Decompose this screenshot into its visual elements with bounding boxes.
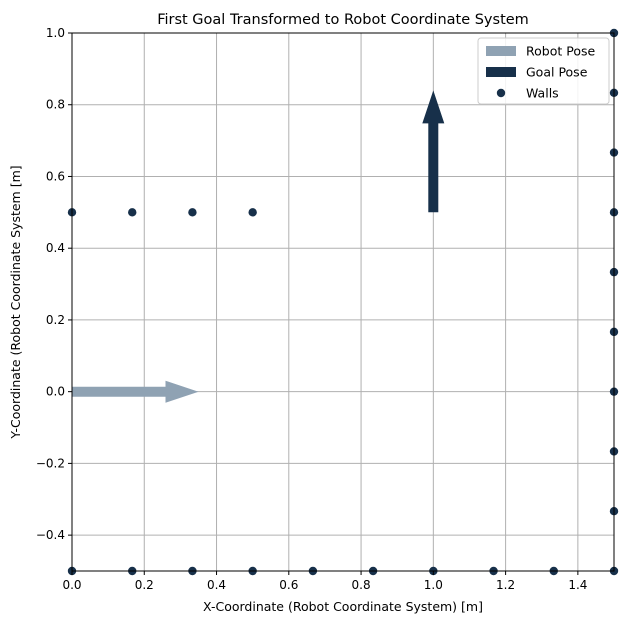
y-tick-label: 0.2 (46, 313, 65, 327)
x-tick-label: 0.8 (352, 578, 371, 592)
legend-swatch (486, 46, 516, 56)
wall-point (248, 208, 257, 217)
grid (71, 32, 614, 571)
x-tick-label: 1.0 (424, 578, 443, 592)
wall-point (188, 208, 197, 217)
plot-frame (71, 32, 615, 572)
y-tick-label: 1.0 (46, 26, 65, 40)
chart-title: First Goal Transformed to Robot Coordina… (157, 12, 529, 28)
y-axis-label: Y-Coordinate (Robot Coordinate System [m… (8, 165, 23, 439)
legend-swatch (486, 67, 516, 77)
wall-point (128, 208, 137, 217)
x-tick-label: 0.6 (279, 578, 298, 592)
y-tick-label: 0.4 (46, 241, 65, 255)
x-tick-label: 1.4 (568, 578, 587, 592)
x-tick-label: 0.4 (207, 578, 226, 592)
x-tick-label: 0.2 (135, 578, 154, 592)
legend-label: Walls (526, 86, 559, 101)
y-tick-label: 0.8 (46, 98, 65, 112)
y-tick-label: 0.6 (46, 169, 65, 183)
y-tick-label: −0.2 (36, 456, 65, 470)
legend-marker (496, 88, 506, 98)
legend-label: Robot Pose (526, 44, 595, 59)
x-tick-label: 0.0 (62, 578, 81, 592)
legend: Robot Pose Goal Pose Walls (477, 37, 610, 105)
axis-ticks: 0.0 0.2 0.4 0.6 0.8 1.0 1.2 1.4 −0.4 −0.2 0.0 0.2 0.… (36, 26, 588, 592)
x-axis-label: X-Coordinate (Robot Coordinate System) [… (203, 599, 483, 614)
goal-pose-arrow (422, 90, 445, 213)
legend-label: Goal Pose (526, 65, 588, 80)
robot-pose-arrow (72, 380, 199, 403)
y-tick-label: −0.4 (36, 528, 65, 542)
y-tick-label: 0.0 (46, 385, 65, 399)
x-tick-label: 1.2 (496, 578, 515, 592)
